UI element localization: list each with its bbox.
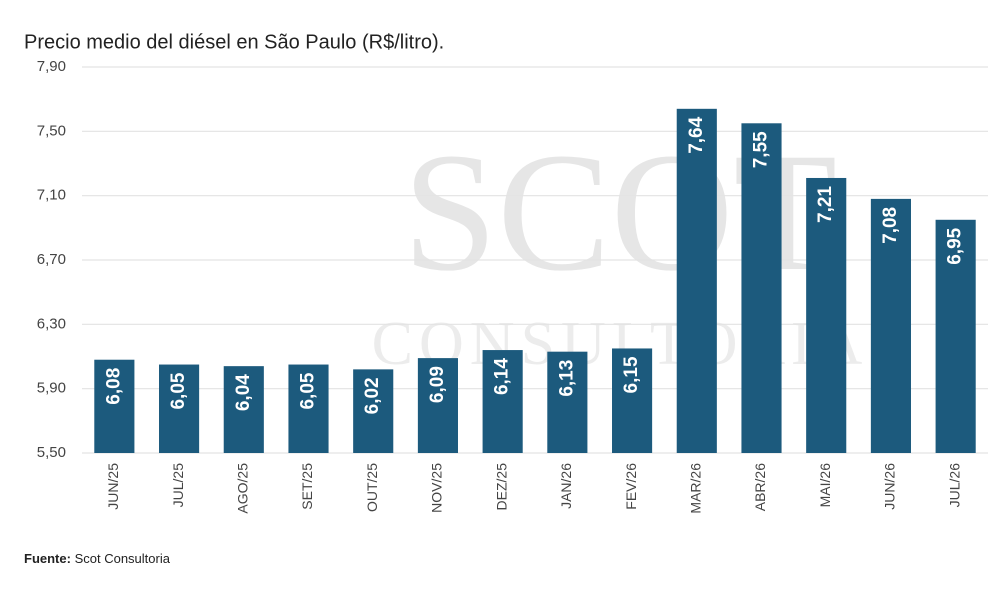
bar — [353, 369, 394, 453]
x-tick-label: JUN/26 — [882, 463, 898, 510]
source-text: Scot Consultoria — [75, 551, 171, 566]
value-label: 6,15 — [621, 356, 642, 393]
value-label: 6,95 — [945, 227, 966, 264]
x-tick-label: MAI/26 — [817, 463, 833, 508]
x-tick-label: JAN/26 — [558, 463, 574, 509]
bar — [612, 348, 653, 453]
x-tick-label: ABR/26 — [752, 463, 768, 511]
bar — [547, 351, 588, 453]
x-tick-label: DEZ/25 — [493, 463, 509, 511]
value-label: 6,14 — [492, 358, 513, 395]
x-tick-label: NOV/25 — [429, 463, 445, 513]
bar — [159, 364, 200, 453]
value-label: 6,09 — [427, 366, 448, 403]
value-label: 7,64 — [686, 116, 707, 153]
bar — [676, 108, 717, 454]
value-label: 6,05 — [298, 372, 319, 409]
value-label: 6,04 — [233, 374, 254, 411]
bar — [482, 350, 523, 453]
y-tick-label: 6,30 — [37, 315, 66, 332]
x-tick-label: MAR/26 — [687, 463, 703, 514]
y-tick-label: 5,90 — [37, 380, 66, 397]
value-label: 7,55 — [751, 131, 772, 168]
bar — [935, 219, 976, 453]
bar — [94, 359, 135, 453]
value-label: 7,21 — [815, 186, 836, 223]
x-tick-label: JUL/25 — [170, 463, 186, 508]
bar — [741, 123, 782, 454]
bar — [223, 366, 264, 453]
y-tick-label: 7,50 — [37, 122, 66, 139]
x-tick-label: JUN/25 — [105, 463, 121, 510]
bar — [417, 358, 458, 453]
x-tick-label: AGO/25 — [234, 463, 250, 514]
y-tick-label: 7,90 — [37, 58, 66, 75]
bar — [806, 177, 847, 453]
x-tick-label: SET/25 — [299, 463, 315, 510]
value-label: 6,13 — [556, 360, 577, 397]
x-tick-label: FEV/26 — [623, 463, 639, 510]
value-label: 6,02 — [362, 377, 383, 414]
value-label: 6,08 — [103, 368, 124, 405]
y-tick-label: 5,50 — [37, 444, 66, 461]
x-tick-label: OUT/25 — [364, 463, 380, 512]
bar — [870, 198, 911, 453]
source-label: Fuente: — [24, 551, 71, 566]
bar — [288, 364, 329, 453]
chart-title: Precio medio del diésel en São Paulo (R$… — [24, 31, 444, 53]
y-tick-label: 7,10 — [37, 187, 66, 204]
x-tick-label: JUL/26 — [946, 463, 962, 508]
y-tick-label: 6,70 — [37, 251, 66, 268]
value-label: 6,05 — [168, 372, 189, 409]
value-label: 7,08 — [880, 207, 901, 244]
source: Fuente: Scot Consultoria — [24, 551, 171, 566]
